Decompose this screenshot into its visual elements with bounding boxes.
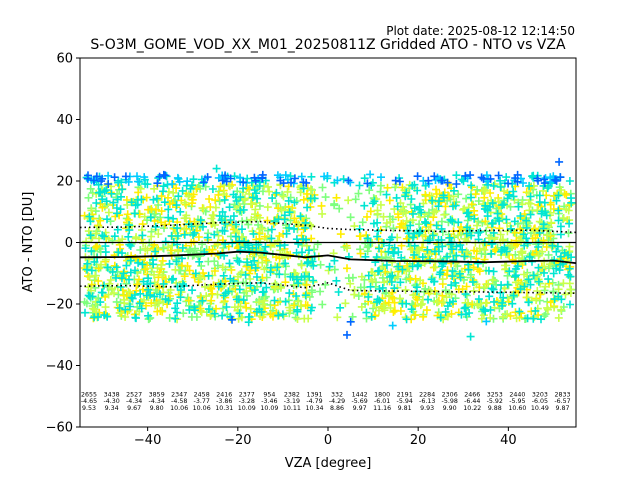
bin-count-label: 2440 — [509, 391, 525, 398]
y-tick-label: 20 — [56, 175, 73, 190]
x-tick-label: 20 — [410, 433, 427, 448]
bin-std-label: 9.53 — [82, 405, 96, 412]
bin-count-label: 2347 — [171, 391, 187, 398]
bin-count-label: 2416 — [216, 391, 232, 398]
x-tick-label: −20 — [224, 433, 251, 448]
std-upper-line — [80, 220, 576, 234]
y-tick-label: 40 — [56, 113, 73, 128]
x-tick-label: 40 — [500, 433, 517, 448]
bin-std-label: 10.22 — [463, 405, 481, 412]
bin-count-label: 2458 — [194, 391, 210, 398]
bin-std-label: 9.87 — [555, 405, 569, 412]
std-lower-line — [80, 281, 576, 294]
bin-mean-label: -4.34 — [126, 398, 142, 405]
x-ticks: −40 −20 0 20 40 — [134, 427, 517, 448]
bin-std-label: 10.49 — [531, 405, 549, 412]
x-axis-label: VZA [degree] — [285, 456, 372, 471]
bin-mean-label: -6.44 — [464, 398, 480, 405]
y-ticks: −60 −40 −20 0 20 40 60 — [46, 52, 80, 436]
bin-std-label: 9.80 — [150, 405, 164, 412]
bin-std-label: 10.09 — [238, 405, 256, 412]
y-tick-label: 0 — [65, 236, 73, 251]
bin-count-label: 2527 — [126, 391, 142, 398]
bin-std-label: 9.90 — [443, 405, 457, 412]
x-tick-label: 0 — [324, 433, 332, 448]
scatter-marker-group — [81, 180, 576, 324]
bin-mean-label: -3.77 — [194, 398, 210, 405]
bin-mean-label: -6.13 — [419, 398, 435, 405]
bin-mean-label: -5.92 — [487, 398, 503, 405]
bin-mean-label: -3.86 — [216, 398, 232, 405]
bin-count-label: 2377 — [239, 391, 255, 398]
bin-mean-label: -5.98 — [442, 398, 458, 405]
bin-mean-label: -4.58 — [171, 398, 187, 405]
bin-mean-label: -6.01 — [374, 398, 390, 405]
bin-count-label: 3203 — [532, 391, 548, 398]
bin-count-label: 2191 — [397, 391, 413, 398]
bin-count-label: 3253 — [487, 391, 503, 398]
bin-count-label: 1391 — [306, 391, 322, 398]
bin-std-label: 9.81 — [398, 405, 412, 412]
bin-mean-label: -5.69 — [351, 398, 367, 405]
bin-std-label: 10.31 — [215, 405, 233, 412]
chart-subtitle: Plot date: 2025-08-12 12:14:50 — [386, 24, 575, 38]
bin-std-label: 9.97 — [353, 405, 367, 412]
bin-std-label: 9.67 — [127, 405, 141, 412]
bin-mean-label: -4.65 — [81, 398, 97, 405]
bin-std-label: 10.11 — [283, 405, 301, 412]
bin-count-label: 954 — [263, 391, 275, 398]
bin-mean-label: -6.05 — [532, 398, 548, 405]
bin-std-label: 10.34 — [305, 405, 323, 412]
y-tick-label: 60 — [56, 52, 73, 67]
bin-mean-label: -5.95 — [509, 398, 525, 405]
statistic-lines — [80, 220, 576, 294]
bin-mean-label: -4.29 — [329, 398, 345, 405]
bin-mean-label: -4.79 — [306, 398, 322, 405]
bin-std-label: 9.34 — [105, 405, 119, 412]
bin-std-label: 9.93 — [420, 405, 434, 412]
bin-std-label: 10.06 — [170, 405, 188, 412]
bin-count-label: 2382 — [284, 391, 300, 398]
x-tick-label: −40 — [134, 433, 161, 448]
bin-count-label: 3859 — [149, 391, 165, 398]
bin-mean-label: -4.30 — [103, 398, 119, 405]
scatter-points — [80, 157, 576, 341]
scatter-marker-group — [81, 164, 576, 341]
bin-std-label: 8.86 — [330, 405, 344, 412]
bin-std-label: 10.60 — [508, 405, 526, 412]
bin-std-label: 10.09 — [260, 405, 278, 412]
y-axis-label: ATO - NTO [DU] — [21, 192, 36, 293]
bin-mean-label: -3.28 — [239, 398, 255, 405]
mean-line — [80, 250, 576, 264]
bin-mean-label: -3.19 — [284, 398, 300, 405]
bin-count-label: 2284 — [419, 391, 435, 398]
bin-count-label: 1800 — [374, 391, 390, 398]
y-tick-label: −60 — [46, 421, 73, 436]
bin-count-label: 1442 — [352, 391, 368, 398]
bin-count-label: 332 — [331, 391, 343, 398]
bin-statistics: 2655 3438 2527 3859 2347 2458 2416 2377 954 2382 1… — [81, 391, 571, 412]
y-tick-label: −20 — [46, 298, 73, 313]
chart-title: S-O3M_GOME_VOD_XX_M01_20250811Z Gridded … — [90, 37, 566, 53]
bin-mean-label: -5.94 — [397, 398, 413, 405]
bin-count-label: 2655 — [81, 391, 97, 398]
bin-mean-label: -3.46 — [261, 398, 277, 405]
bin-std-label: 10.06 — [193, 405, 211, 412]
y-tick-label: −40 — [46, 359, 73, 374]
bin-mean-label: -6.57 — [554, 398, 570, 405]
bin-count-label: 2833 — [554, 391, 570, 398]
bin-std-label: 11.16 — [373, 405, 391, 412]
bin-count-label: 2306 — [442, 391, 458, 398]
bin-mean-label: -4.34 — [149, 398, 165, 405]
bin-std-label: 9.88 — [488, 405, 502, 412]
bin-count-label: 3438 — [104, 391, 120, 398]
bin-count-label: 2466 — [464, 391, 480, 398]
scatter-marker-group — [83, 157, 565, 339]
